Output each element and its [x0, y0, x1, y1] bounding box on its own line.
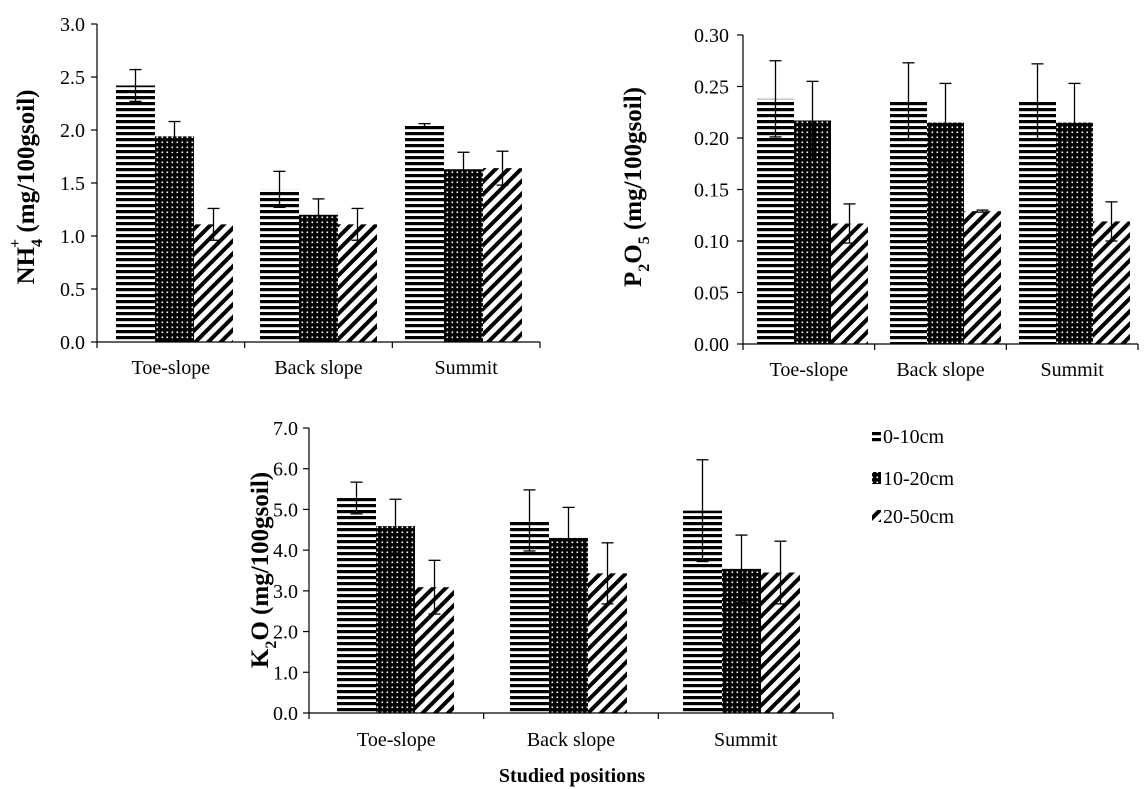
legend-swatch-0-10cm — [872, 430, 881, 442]
nh4-bar-0-10cm-back-slope — [260, 189, 299, 342]
k2o-y-tick-label: 0.0 — [273, 703, 298, 725]
p2o5-y-tick-label: 0.20 — [694, 128, 729, 150]
p2o5-y-tick-label: 0.15 — [694, 180, 729, 202]
nh4-y-tick-label: 0.5 — [60, 279, 85, 301]
k2o-y-tick-label: 2.0 — [273, 622, 298, 644]
x-axis-title: Studied positions — [499, 765, 645, 787]
p2o5-bar-20-50cm-summit — [1093, 221, 1130, 344]
p2o5-error-bar-20-50cm-toe-slope — [843, 203, 856, 244]
p2o5-y-axis-title: P2O5 (mg/100gsoil) — [620, 87, 653, 287]
k2o-bar-0-10cm-back-slope — [510, 520, 549, 713]
p2o5-bar-20-50cm-back-slope — [964, 211, 1001, 344]
nh4-y-tick-label: 2.0 — [60, 120, 85, 142]
p2o5-bar-0-10cm-summit — [1019, 101, 1056, 344]
nh4-error-bar-10-20cm-back-slope — [312, 198, 325, 232]
legend-swatch-20-50cm — [872, 510, 881, 522]
p2o5-bars — [757, 60, 1130, 345]
k2o-x-category-label: Toe-slope — [357, 729, 436, 751]
k2o-y-tick-label: 1.0 — [273, 662, 298, 684]
p2o5-error-bar-0-10cm-summit — [1031, 63, 1044, 141]
k2o-chart-panel: 0.0 1.0 2.0 3.0 4.0 5.0 6.0 7.0 Toe-slope Back sl… — [247, 418, 834, 787]
nh4-error-bar-10-20cm-toe-slope — [168, 120, 181, 152]
k2o-y-tick-label: 7.0 — [273, 418, 298, 440]
k2o-error-bar-20-50cm-back-slope — [601, 542, 614, 605]
nh4-error-bar-0-10cm-toe-slope — [129, 68, 142, 103]
p2o5-x-category-label: Summit — [1040, 359, 1104, 381]
nh4-error-bar-0-10cm-back-slope — [273, 170, 286, 209]
nh4-error-bar-10-20cm-summit — [457, 151, 470, 187]
nh4-error-bar-20-50cm-back-slope — [351, 207, 364, 241]
nh4-x-category-label: Back slope — [274, 357, 362, 379]
p2o5-y-tick-label: 0.05 — [694, 283, 729, 305]
k2o-error-bar-0-10cm-toe-slope — [350, 481, 363, 515]
nh4-y-tick-label: 3.0 — [60, 14, 85, 36]
nh4-bar-10-20cm-toe-slope — [155, 136, 194, 342]
k2o-x-category-label: Summit — [714, 729, 778, 751]
p2o5-error-bar-0-10cm-toe-slope — [769, 60, 782, 138]
nh4-x-category-label: Toe-slope — [132, 357, 211, 379]
p2o5-bar-0-10cm-toe-slope — [757, 98, 794, 344]
p2o5-y-tick-label: 0.10 — [694, 231, 729, 253]
k2o-error-bar-20-50cm-toe-slope — [428, 559, 441, 615]
nh4-error-bar-20-50cm-toe-slope — [207, 207, 220, 241]
p2o5-y-tick-label: 0.25 — [694, 77, 729, 99]
legend-label-10-20cm: 10-20cm — [883, 468, 955, 490]
p2o5-chart-panel: 0.00 0.05 0.10 0.15 0.20 0.25 0.30 Toe-slope Bac… — [620, 25, 1139, 381]
k2o-bars — [337, 459, 800, 713]
p2o5-y-tick-label: 0.30 — [694, 25, 729, 47]
nh4-y-tick-label: 1.0 — [60, 226, 85, 248]
p2o5-x-category-label: Toe-slope — [770, 359, 849, 381]
nh4-x-category-label: Summit — [434, 357, 498, 379]
nh4-y-tick-label: 1.5 — [60, 173, 85, 195]
nh4-y-tick-label: 2.5 — [60, 67, 85, 89]
p2o5-bar-0-10cm-back-slope — [890, 100, 927, 344]
k2o-error-bar-10-20cm-toe-slope — [389, 498, 402, 554]
nh4-bar-10-20cm-summit — [444, 169, 483, 342]
nh4-error-bar-0-10cm-summit — [418, 122, 431, 129]
legend: 0-10cm 10-20cm 20-50cm — [872, 426, 955, 528]
k2o-y-tick-label: 6.0 — [273, 459, 298, 481]
nh4-bar-20-50cm-toe-slope — [194, 224, 233, 342]
p2o5-x-category-label: Back slope — [896, 359, 984, 381]
k2o-error-bar-0-10cm-back-slope — [523, 489, 536, 552]
nh4-axes: 0.0 0.5 1.0 1.5 2.0 2.5 3.0 Toe-slope Back slope… — [60, 14, 541, 379]
nh4-bar-0-10cm-summit — [405, 125, 444, 342]
k2o-y-axis-title: K2O (mg/100gsoil) — [247, 472, 280, 668]
p2o5-axes: 0.00 0.05 0.10 0.15 0.20 0.25 0.30 Toe-slope Bac… — [694, 25, 1139, 381]
k2o-x-category-label: Back slope — [527, 729, 615, 751]
p2o5-y-tick-label: 0.00 — [694, 334, 729, 356]
legend-swatch-10-20cm — [872, 472, 881, 484]
nh4-bar-0-10cm-toe-slope — [116, 85, 155, 342]
k2o-y-tick-label: 5.0 — [273, 499, 298, 521]
p2o5-error-bar-0-10cm-back-slope — [902, 62, 915, 140]
p2o5-error-bar-10-20cm-summit — [1068, 82, 1081, 163]
p2o5-error-bar-20-50cm-summit — [1105, 201, 1118, 242]
k2o-axes: 0.0 1.0 2.0 3.0 4.0 5.0 6.0 7.0 Toe-slope Back sl… — [273, 418, 834, 751]
p2o5-error-bar-20-50cm-back-slope — [976, 209, 989, 213]
k2o-bar-0-10cm-toe-slope — [337, 498, 376, 713]
p2o5-error-bar-10-20cm-toe-slope — [806, 80, 819, 161]
k2o-error-bar-10-20cm-back-slope — [562, 506, 575, 570]
k2o-error-bar-10-20cm-summit — [735, 534, 748, 604]
p2o5-error-bar-10-20cm-back-slope — [939, 82, 952, 163]
nh4-bar-20-50cm-back-slope — [338, 224, 377, 342]
k2o-y-tick-label: 3.0 — [273, 581, 298, 603]
k2o-error-bar-20-50cm-summit — [774, 540, 787, 605]
nh4-y-axis-title: NH4+ (mg/100gsoil) — [7, 90, 46, 285]
k2o-y-tick-label: 4.0 — [273, 540, 298, 562]
nh4-chart-panel: 0.0 0.5 1.0 1.5 2.0 2.5 3.0 Toe-slope Back slope… — [7, 14, 541, 379]
nh4-bar-20-50cm-summit — [483, 168, 522, 342]
nh4-error-bar-20-50cm-summit — [496, 150, 509, 186]
nh4-y-tick-label: 0.0 — [60, 332, 85, 354]
legend-label-20-50cm: 20-50cm — [883, 506, 955, 528]
legend-label-0-10cm: 0-10cm — [883, 426, 945, 448]
k2o-bar-10-20cm-toe-slope — [376, 526, 415, 713]
k2o-error-bar-0-10cm-summit — [696, 459, 709, 563]
nh4-bar-10-20cm-back-slope — [299, 214, 338, 342]
nh4-bars — [116, 68, 522, 342]
